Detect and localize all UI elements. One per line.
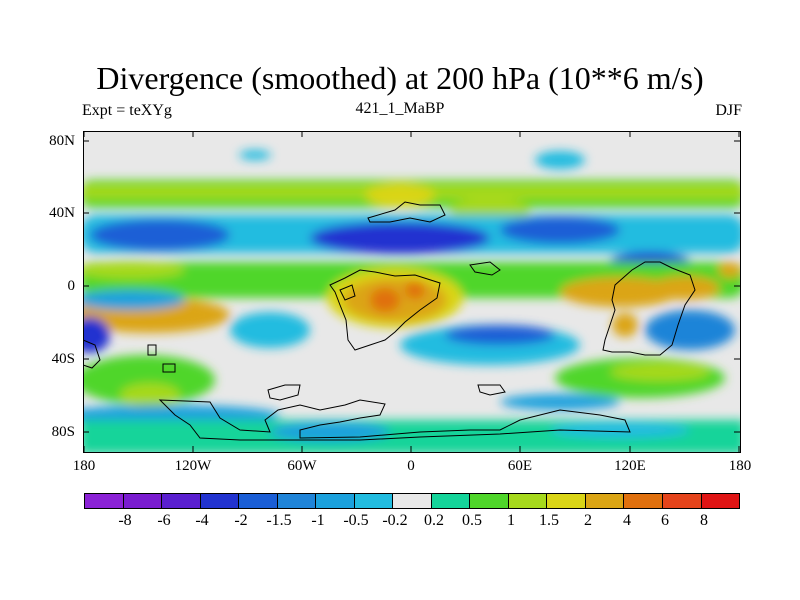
lon-label-180w: 180 bbox=[72, 458, 96, 474]
coastlines bbox=[83, 201, 696, 441]
chart-title: Divergence (smoothed) at 200 hPa (10**6 … bbox=[96, 60, 704, 96]
colorbar-swatch bbox=[239, 493, 278, 509]
experiment-label: Expt = teXYg bbox=[82, 102, 172, 119]
colorbar-swatch bbox=[84, 493, 124, 509]
colorbar-label: -1 bbox=[311, 512, 325, 529]
colorbar-label: -8 bbox=[118, 512, 132, 529]
lon-label-120w: 120W bbox=[174, 458, 212, 474]
plot-frame bbox=[83, 131, 741, 453]
lon-label-120e: 120E bbox=[614, 458, 646, 474]
colorbar-label: -1.5 bbox=[266, 512, 292, 529]
lat-label-40n: 40N bbox=[49, 205, 75, 221]
colorbar-swatch bbox=[354, 493, 394, 509]
lat-label-40s: 40S bbox=[51, 351, 75, 367]
colorbar-label: 2 bbox=[584, 512, 592, 529]
lon-label-180e: 180 bbox=[728, 458, 752, 474]
lat-label-80s: 80S bbox=[51, 424, 75, 440]
colorbar-label: 4 bbox=[623, 512, 631, 529]
colorbar-label: 1 bbox=[507, 512, 515, 529]
colorbar-swatch bbox=[701, 493, 741, 509]
colorbar-swatch bbox=[316, 493, 355, 509]
lon-label-60e: 60E bbox=[507, 458, 533, 474]
colorbar-label: 1.5 bbox=[539, 512, 559, 529]
colorbar-swatch bbox=[470, 493, 509, 509]
colorbar-label: -0.5 bbox=[343, 512, 369, 529]
lat-label-80n: 80N bbox=[49, 133, 75, 149]
run-id-label: 421_1_MaBP bbox=[355, 100, 445, 117]
colorbar-swatch bbox=[547, 493, 586, 509]
colorbar-label: 6 bbox=[661, 512, 669, 529]
lon-label-0: 0 bbox=[407, 458, 415, 474]
colorbar-label: 0.5 bbox=[462, 512, 482, 529]
season-label: DJF bbox=[715, 102, 742, 119]
colorbar bbox=[84, 493, 741, 509]
colorbar-swatch bbox=[431, 493, 471, 509]
colorbar-label: -0.2 bbox=[382, 512, 408, 529]
colorbar-swatch bbox=[662, 493, 702, 509]
colorbar-swatch bbox=[277, 493, 317, 509]
colorbar-swatch bbox=[393, 493, 432, 509]
colorbar-label: -6 bbox=[157, 512, 171, 529]
colorbar-label: 0.2 bbox=[424, 512, 444, 529]
lat-label-eq: 0 bbox=[67, 278, 76, 294]
colorbar-swatch bbox=[123, 493, 163, 509]
lon-label-60w: 60W bbox=[287, 458, 317, 474]
colorbar-swatch bbox=[624, 493, 663, 509]
colorbar-label: 8 bbox=[700, 512, 708, 529]
colorbar-swatch bbox=[508, 493, 548, 509]
colorbar-label: -4 bbox=[195, 512, 209, 529]
colorbar-swatch bbox=[200, 493, 240, 509]
colorbar-swatch bbox=[162, 493, 201, 509]
divergence-field bbox=[83, 150, 740, 452]
colorbar-label: -2 bbox=[234, 512, 248, 529]
colorbar-swatch bbox=[585, 493, 625, 509]
